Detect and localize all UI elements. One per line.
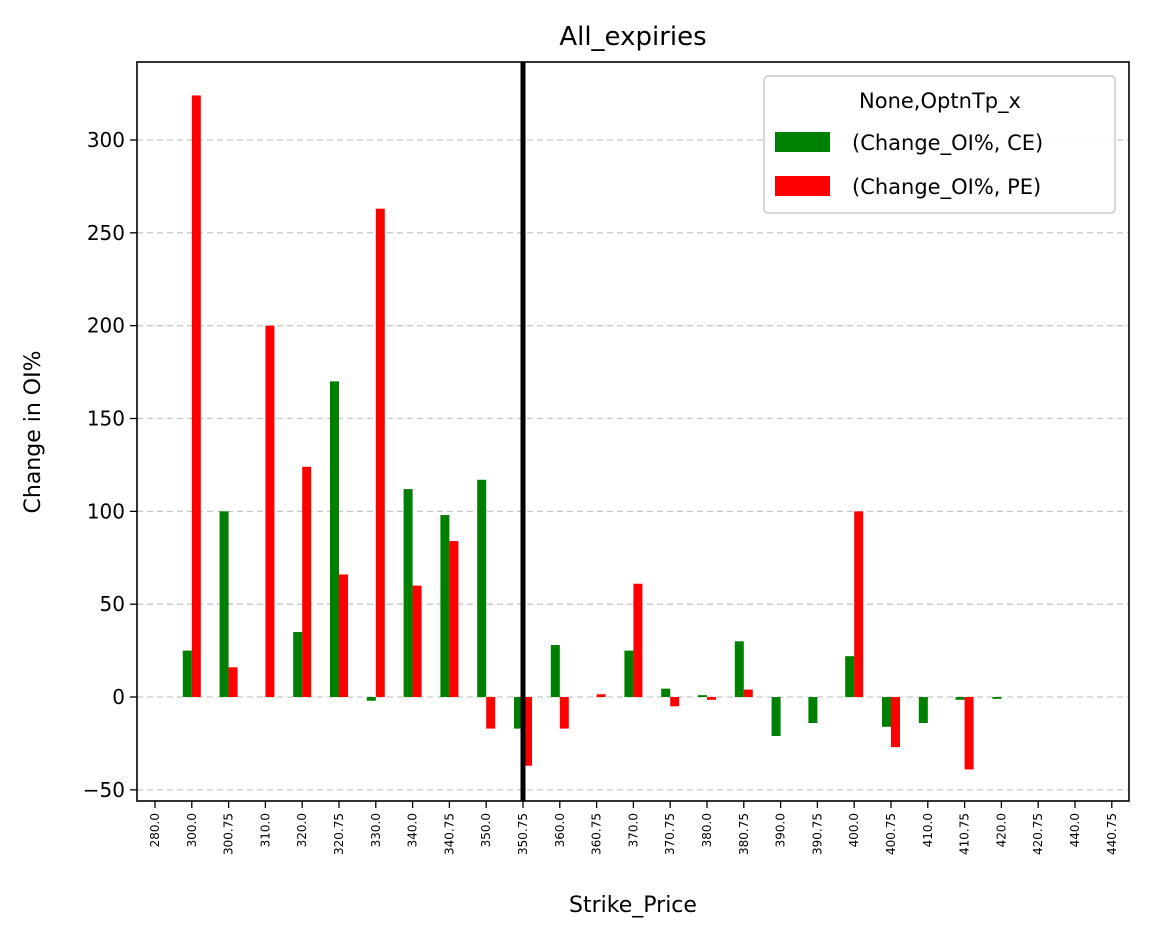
legend: None,OptnTp_x (Change_OI%, CE) (Change_O…: [763, 75, 1116, 214]
bar-ce: [734, 641, 744, 698]
y-tick-label: 0: [112, 685, 125, 709]
x-tick-label: 420.0: [994, 813, 1008, 847]
x-tick-label: 390.75: [810, 813, 824, 855]
x-tick-label: 320.0: [295, 813, 309, 847]
bar-pe: [375, 208, 385, 698]
y-tick-label: 250: [87, 221, 125, 245]
legend-swatch-ce: [775, 132, 830, 152]
legend-box: [763, 75, 1116, 214]
bar-pe: [964, 697, 974, 770]
legend-label-pe: (Change_OI%, PE): [852, 175, 1041, 200]
y-tick-label: 150: [87, 407, 125, 431]
bar-ce: [550, 645, 560, 698]
bar-ce: [440, 515, 450, 698]
bar-pe: [302, 466, 312, 698]
y-tick-label: 100: [87, 499, 125, 523]
bar-pe: [743, 689, 753, 698]
y-axis: −50 0 50 100 150 200 250 300: [83, 128, 137, 802]
bar-pe: [265, 325, 275, 698]
bar-ce: [330, 381, 339, 698]
x-tick-label: 300.0: [185, 813, 199, 847]
bar-pe: [449, 541, 459, 698]
x-tick-label: 340.0: [406, 813, 420, 847]
x-tick-label: 360.0: [553, 813, 567, 847]
chart-title: All_expiries: [559, 22, 706, 52]
x-tick-label: 440.0: [1068, 813, 1082, 847]
bar-pe: [486, 697, 496, 729]
x-tick-label: 280.0: [148, 813, 162, 847]
legend-swatch-pe: [775, 176, 830, 196]
x-tick-label: 370.0: [626, 813, 640, 847]
bar-pe: [633, 583, 643, 698]
bar-ce: [992, 697, 1002, 699]
x-axis: 280.0 300.0 300.75 310.0 320.0 320.75 330.0 340…: [148, 801, 1119, 855]
x-tick-label: 370.75: [663, 813, 677, 855]
bar-ce: [219, 511, 229, 698]
bar-ce: [882, 697, 891, 727]
bar-pe: [891, 697, 900, 748]
bar-ce: [514, 697, 523, 729]
bar-pe: [412, 585, 422, 698]
bar-ce: [403, 489, 413, 698]
x-tick-label: 440.75: [1105, 813, 1119, 855]
bar-pe: [228, 667, 238, 698]
y-tick-label: 50: [100, 592, 125, 616]
bar-ce: [845, 656, 855, 698]
bar-pe: [559, 697, 569, 729]
bar-pe: [596, 694, 606, 698]
bar-ce: [771, 697, 781, 737]
bar-pe: [339, 574, 348, 698]
x-tick-label: 400.75: [884, 813, 898, 855]
bar-pe: [523, 697, 532, 766]
bars: [182, 95, 1002, 770]
legend-label-ce: (Change_OI%, CE): [852, 131, 1043, 156]
y-tick-label: 300: [87, 128, 125, 152]
bar-ce: [182, 650, 192, 698]
x-tick-label: 300.75: [222, 813, 236, 855]
x-tick-label: 350.75: [516, 813, 530, 855]
legend-title: None,OptnTp_x: [859, 89, 1021, 114]
x-tick-label: 390.0: [774, 813, 788, 847]
x-tick-label: 330.0: [369, 813, 383, 847]
bar-pe: [854, 511, 864, 698]
bar-pe: [191, 95, 201, 698]
x-tick-label: 350.0: [479, 813, 493, 847]
y-tick-label: 200: [87, 314, 125, 338]
x-tick-label: 410.75: [958, 813, 972, 855]
y-axis-label: Change in OI%: [21, 351, 46, 514]
x-tick-label: 320.75: [332, 813, 346, 855]
bar-ce: [918, 697, 928, 724]
bar-pe: [707, 697, 716, 700]
x-tick-label: 380.0: [700, 813, 714, 847]
x-tick-label: 380.75: [737, 813, 751, 855]
x-tick-label: 400.0: [847, 813, 861, 847]
bar-ce: [477, 479, 487, 698]
bar-pe: [670, 697, 680, 707]
x-axis-label: Strike_Price: [569, 893, 697, 918]
bar-ce: [293, 632, 303, 698]
x-tick-label: 420.75: [1031, 813, 1045, 855]
x-tick-label: 360.75: [590, 813, 604, 855]
x-tick-label: 410.0: [921, 813, 935, 847]
bar-ce: [624, 650, 634, 698]
bar-ce: [661, 688, 671, 698]
x-tick-label: 340.75: [442, 813, 456, 855]
x-tick-label: 310.0: [258, 813, 272, 847]
bar-ce: [366, 697, 376, 701]
bar-ce: [808, 697, 818, 724]
bar-ce: [955, 697, 965, 700]
y-tick-label: −50: [83, 778, 125, 802]
bar-ce: [698, 695, 707, 698]
